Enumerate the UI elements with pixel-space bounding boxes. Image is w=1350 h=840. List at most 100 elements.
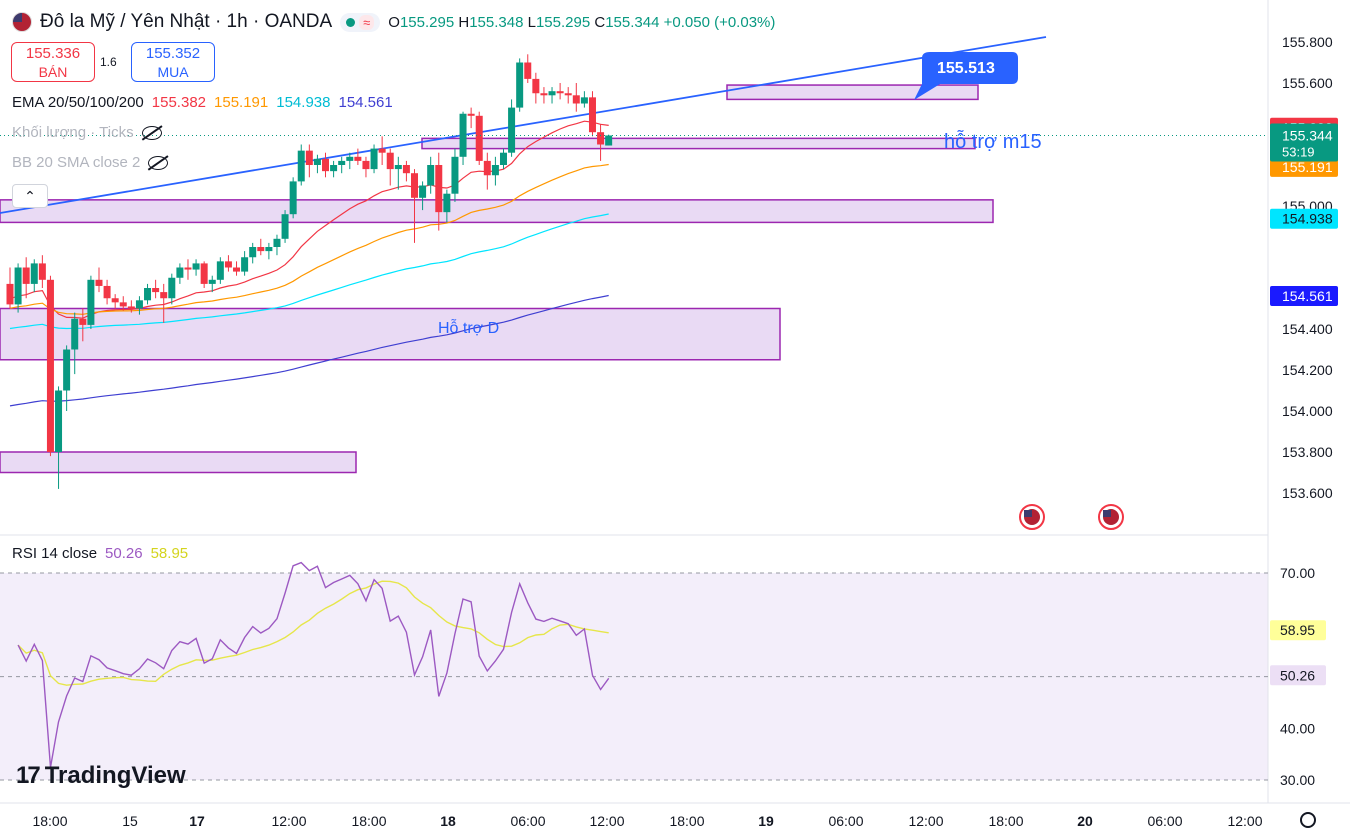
candle-body xyxy=(224,261,232,268)
candle xyxy=(22,257,30,299)
event-flag-canton xyxy=(1103,510,1111,517)
candle xyxy=(216,257,224,284)
candle-body xyxy=(564,93,572,96)
candle-body xyxy=(322,158,330,172)
candle xyxy=(87,275,95,329)
rsi-tick-label: 50.26 xyxy=(1280,667,1315,683)
symbol-title[interactable]: Đô la Mỹ / Yên Nhật · 1h · OANDA xyxy=(40,11,333,32)
candle-body xyxy=(313,158,321,165)
candle xyxy=(411,169,418,243)
support-zone-upper xyxy=(0,199,994,224)
buy-button[interactable]: 155.352 MUA xyxy=(131,42,215,82)
candle xyxy=(346,152,354,170)
candle-body xyxy=(435,165,443,213)
candle-body xyxy=(71,318,79,350)
price-tick-label: 155.600 xyxy=(1282,75,1333,91)
candle-body xyxy=(402,165,410,174)
volume-legend[interactable]: Khối lượng · Ticks xyxy=(12,124,162,141)
candle xyxy=(6,267,14,309)
ema-legend[interactable]: EMA 20/50/100/200 155.382 155.191 154.93… xyxy=(12,94,393,111)
candle xyxy=(79,308,87,342)
candle-body xyxy=(572,95,580,104)
support-d-label: Hỗ trợ D xyxy=(438,318,499,337)
countdown-label: 53:19 xyxy=(1282,144,1315,159)
candle-body xyxy=(152,288,160,293)
candle xyxy=(499,148,507,170)
candle-body xyxy=(588,97,596,133)
candle xyxy=(30,259,38,293)
rsi-tag-bg xyxy=(1270,620,1326,641)
tradingview-logo[interactable]: 17 TradingView xyxy=(16,762,186,790)
candle xyxy=(184,259,192,280)
candle-body xyxy=(362,160,370,170)
callout-bubble xyxy=(914,52,1018,100)
price-tag: 155.191 xyxy=(1270,156,1338,177)
candle xyxy=(168,273,176,305)
candle-body xyxy=(459,113,467,157)
candle-body xyxy=(103,285,111,299)
ema50-value: 155.191 xyxy=(214,94,269,111)
candle-body xyxy=(273,238,281,247)
candle-body xyxy=(354,156,362,161)
candle-body xyxy=(46,279,54,452)
rsi-legend[interactable]: RSI 14 close 50.26 58.95 xyxy=(12,545,188,562)
candle-body xyxy=(411,173,418,198)
time-tick-label: 20 xyxy=(1077,813,1093,829)
candle-body xyxy=(6,283,14,305)
eye-hidden-icon[interactable] xyxy=(141,125,162,140)
price-tick-label: 155.800 xyxy=(1282,34,1333,50)
market-open-dot-icon xyxy=(346,17,356,27)
candle xyxy=(55,386,63,489)
ohlc-change: +0.050 (+0.03%) xyxy=(663,13,776,31)
candle xyxy=(103,279,111,305)
candle xyxy=(200,261,208,288)
status-pill[interactable]: ≈ xyxy=(340,12,381,32)
candle xyxy=(475,111,483,165)
rsi-value: 50.26 xyxy=(105,545,143,562)
candle xyxy=(508,99,516,157)
candle-body xyxy=(265,247,273,252)
time-tick-label: 17 xyxy=(189,813,205,829)
candle-body xyxy=(540,93,548,96)
settings-gear-icon[interactable] xyxy=(1300,812,1316,828)
candle-body xyxy=(386,152,394,170)
candle-body xyxy=(346,156,354,161)
candle xyxy=(491,156,499,186)
support-zone-lower xyxy=(0,451,357,474)
candle-body xyxy=(22,267,30,284)
candle xyxy=(38,255,46,288)
bb-legend[interactable]: BB 20 SMA close 2 xyxy=(12,154,169,171)
collapse-legend-button[interactable]: ⌃ xyxy=(12,184,48,208)
candle-body xyxy=(597,132,605,145)
candle xyxy=(95,267,103,293)
price-tag-label: 155.191 xyxy=(1282,159,1333,175)
rsi-label: RSI 14 close xyxy=(12,545,98,562)
price-tick-label: 153.800 xyxy=(1282,444,1333,460)
sell-button[interactable]: 155.336 BÁN xyxy=(11,42,95,82)
candle-body xyxy=(249,247,257,258)
economic-event-icon xyxy=(1019,504,1045,530)
candle xyxy=(265,242,273,260)
candle-body xyxy=(532,78,540,94)
candle xyxy=(597,124,605,161)
spread-value: 1.6 xyxy=(100,55,117,69)
candle-body xyxy=(55,390,63,452)
candle-body xyxy=(233,267,241,272)
candle xyxy=(605,134,613,146)
candle-body xyxy=(483,160,491,176)
candle-body xyxy=(499,152,507,165)
candle xyxy=(588,91,596,137)
last-price-tag-bg xyxy=(1270,123,1338,162)
candle xyxy=(338,156,346,174)
candle xyxy=(483,152,491,190)
price-tag: 154.938 xyxy=(1270,208,1338,229)
rsi-ma-line xyxy=(17,580,609,686)
price-tag-label: 154.938 xyxy=(1282,211,1333,227)
eye-hidden-icon[interactable] xyxy=(148,155,169,170)
candle xyxy=(524,54,532,83)
time-tick-label: 06:00 xyxy=(510,813,545,829)
candle xyxy=(273,234,281,256)
ema200-line xyxy=(9,294,609,407)
